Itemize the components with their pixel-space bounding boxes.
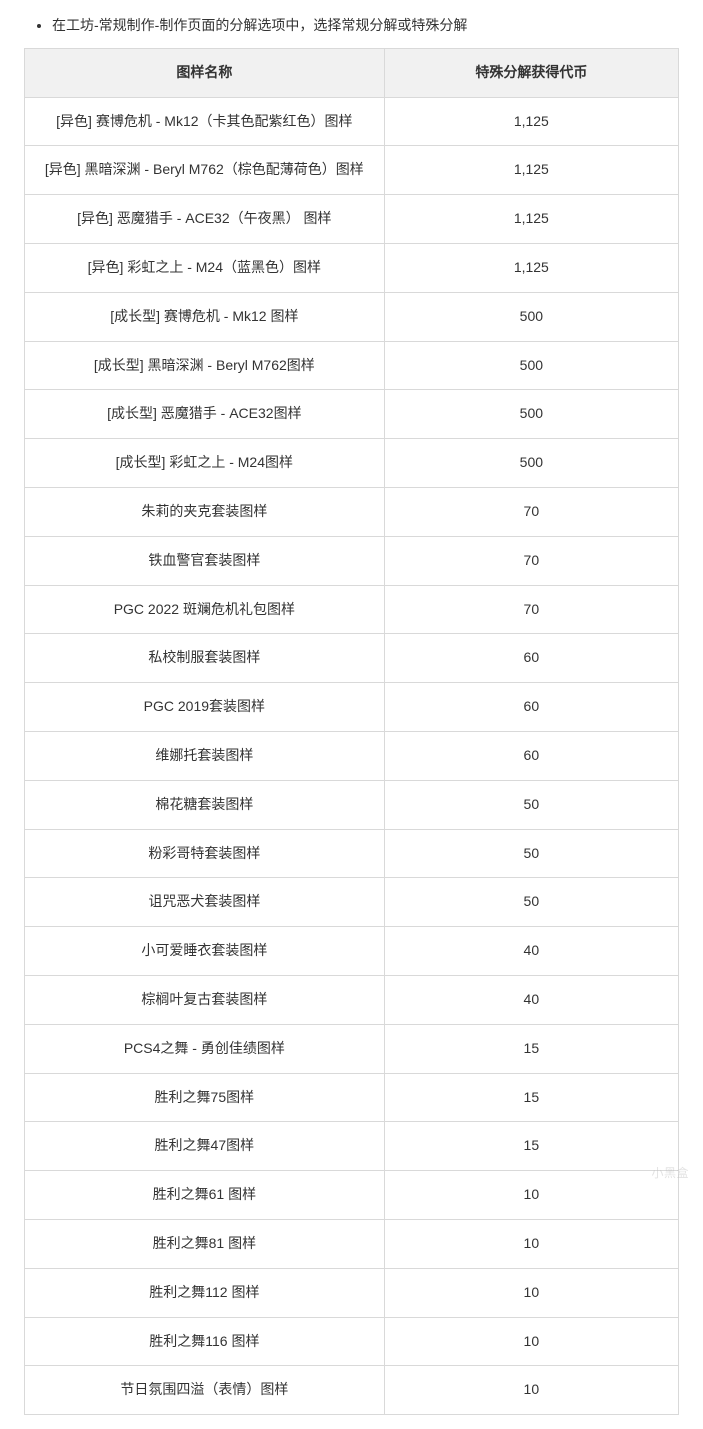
cell-token: 70	[384, 536, 678, 585]
cell-token: 15	[384, 1122, 678, 1171]
table-row: [成长型] 黑暗深渊 - Beryl M762图样500	[25, 341, 679, 390]
cell-token: 60	[384, 683, 678, 732]
cell-name: 维娜托套装图样	[25, 731, 385, 780]
table-row: 粉彩哥特套装图样50	[25, 829, 679, 878]
cell-token: 70	[384, 585, 678, 634]
table-row: 胜利之舞112 图样10	[25, 1268, 679, 1317]
table-row: 胜利之舞116 图样10	[25, 1317, 679, 1366]
cell-name: PCS4之舞 - 勇创佳绩图样	[25, 1024, 385, 1073]
table-row: 铁血警官套装图样70	[25, 536, 679, 585]
table-row: [异色] 黑暗深渊 - Beryl M762（棕色配薄荷色）图样1,125	[25, 146, 679, 195]
header-name: 图样名称	[25, 48, 385, 97]
intro-list: 在工坊-常规制作-制作页面的分解选项中，选择常规分解或特殊分解	[24, 14, 679, 38]
cell-token: 10	[384, 1171, 678, 1220]
cell-name: 私校制服套装图样	[25, 634, 385, 683]
table-row: [异色] 赛博危机 - Mk12（卡其色配紫红色）图样1,125	[25, 97, 679, 146]
cell-name: [异色] 恶魔猎手 - ACE32（午夜黑） 图样	[25, 195, 385, 244]
cell-name: 胜利之舞116 图样	[25, 1317, 385, 1366]
cell-token: 60	[384, 731, 678, 780]
cell-token: 40	[384, 975, 678, 1024]
cell-token: 1,125	[384, 195, 678, 244]
table-row: [成长型] 恶魔猎手 - ACE32图样500	[25, 390, 679, 439]
decompose-table: 图样名称 特殊分解获得代币 [异色] 赛博危机 - Mk12（卡其色配紫红色）图…	[24, 48, 679, 1415]
cell-name: 胜利之舞81 图样	[25, 1219, 385, 1268]
table-row: PCS4之舞 - 勇创佳绩图样15	[25, 1024, 679, 1073]
table-row: 胜利之舞61 图样10	[25, 1171, 679, 1220]
cell-name: PGC 2022 斑斓危机礼包图样	[25, 585, 385, 634]
cell-name: 小可爱睡衣套装图样	[25, 927, 385, 976]
cell-name: 胜利之舞61 图样	[25, 1171, 385, 1220]
cell-name: 朱莉的夹克套装图样	[25, 487, 385, 536]
table-row: 棉花糖套装图样50	[25, 780, 679, 829]
cell-name: 粉彩哥特套装图样	[25, 829, 385, 878]
cell-token: 15	[384, 1073, 678, 1122]
cell-token: 50	[384, 829, 678, 878]
cell-token: 1,125	[384, 97, 678, 146]
cell-token: 60	[384, 634, 678, 683]
cell-token: 1,125	[384, 146, 678, 195]
table-row: [异色] 彩虹之上 - M24（蓝黑色）图样1,125	[25, 243, 679, 292]
cell-token: 10	[384, 1268, 678, 1317]
cell-name: [异色] 赛博危机 - Mk12（卡其色配紫红色）图样	[25, 97, 385, 146]
cell-name: 诅咒恶犬套装图样	[25, 878, 385, 927]
intro-bullet: 在工坊-常规制作-制作页面的分解选项中，选择常规分解或特殊分解	[52, 14, 679, 38]
table-row: 胜利之舞47图样15	[25, 1122, 679, 1171]
table-row: 小可爱睡衣套装图样40	[25, 927, 679, 976]
cell-token: 10	[384, 1317, 678, 1366]
cell-token: 500	[384, 439, 678, 488]
cell-name: 胜利之舞75图样	[25, 1073, 385, 1122]
cell-name: 胜利之舞112 图样	[25, 1268, 385, 1317]
cell-token: 10	[384, 1219, 678, 1268]
cell-name: 铁血警官套装图样	[25, 536, 385, 585]
table-row: 胜利之舞75图样15	[25, 1073, 679, 1122]
cell-name: [异色] 黑暗深渊 - Beryl M762（棕色配薄荷色）图样	[25, 146, 385, 195]
cell-name: 胜利之舞47图样	[25, 1122, 385, 1171]
cell-token: 500	[384, 292, 678, 341]
table-row: PGC 2022 斑斓危机礼包图样70	[25, 585, 679, 634]
cell-name: PGC 2019套装图样	[25, 683, 385, 732]
cell-token: 15	[384, 1024, 678, 1073]
table-row: [成长型] 赛博危机 - Mk12 图样500	[25, 292, 679, 341]
cell-token: 500	[384, 341, 678, 390]
cell-name: [成长型] 黑暗深渊 - Beryl M762图样	[25, 341, 385, 390]
table-row: 私校制服套装图样60	[25, 634, 679, 683]
table-row: 诅咒恶犬套装图样50	[25, 878, 679, 927]
table-row: [异色] 恶魔猎手 - ACE32（午夜黑） 图样1,125	[25, 195, 679, 244]
cell-name: [异色] 彩虹之上 - M24（蓝黑色）图样	[25, 243, 385, 292]
table-header-row: 图样名称 特殊分解获得代币	[25, 48, 679, 97]
table-row: 节日氛围四溢（表情）图样10	[25, 1366, 679, 1415]
table-row: 朱莉的夹克套装图样70	[25, 487, 679, 536]
cell-token: 50	[384, 878, 678, 927]
table-body: [异色] 赛博危机 - Mk12（卡其色配紫红色）图样1,125[异色] 黑暗深…	[25, 97, 679, 1415]
cell-name: 节日氛围四溢（表情）图样	[25, 1366, 385, 1415]
header-token: 特殊分解获得代币	[384, 48, 678, 97]
table-row: 维娜托套装图样60	[25, 731, 679, 780]
cell-token: 1,125	[384, 243, 678, 292]
cell-token: 50	[384, 780, 678, 829]
cell-token: 40	[384, 927, 678, 976]
table-row: PGC 2019套装图样60	[25, 683, 679, 732]
table-row: 胜利之舞81 图样10	[25, 1219, 679, 1268]
cell-token: 70	[384, 487, 678, 536]
table-row: 棕榈叶复古套装图样40	[25, 975, 679, 1024]
cell-name: [成长型] 恶魔猎手 - ACE32图样	[25, 390, 385, 439]
cell-token: 500	[384, 390, 678, 439]
cell-name: 棉花糖套装图样	[25, 780, 385, 829]
cell-name: [成长型] 彩虹之上 - M24图样	[25, 439, 385, 488]
cell-token: 10	[384, 1366, 678, 1415]
table-row: [成长型] 彩虹之上 - M24图样500	[25, 439, 679, 488]
cell-name: [成长型] 赛博危机 - Mk12 图样	[25, 292, 385, 341]
cell-name: 棕榈叶复古套装图样	[25, 975, 385, 1024]
